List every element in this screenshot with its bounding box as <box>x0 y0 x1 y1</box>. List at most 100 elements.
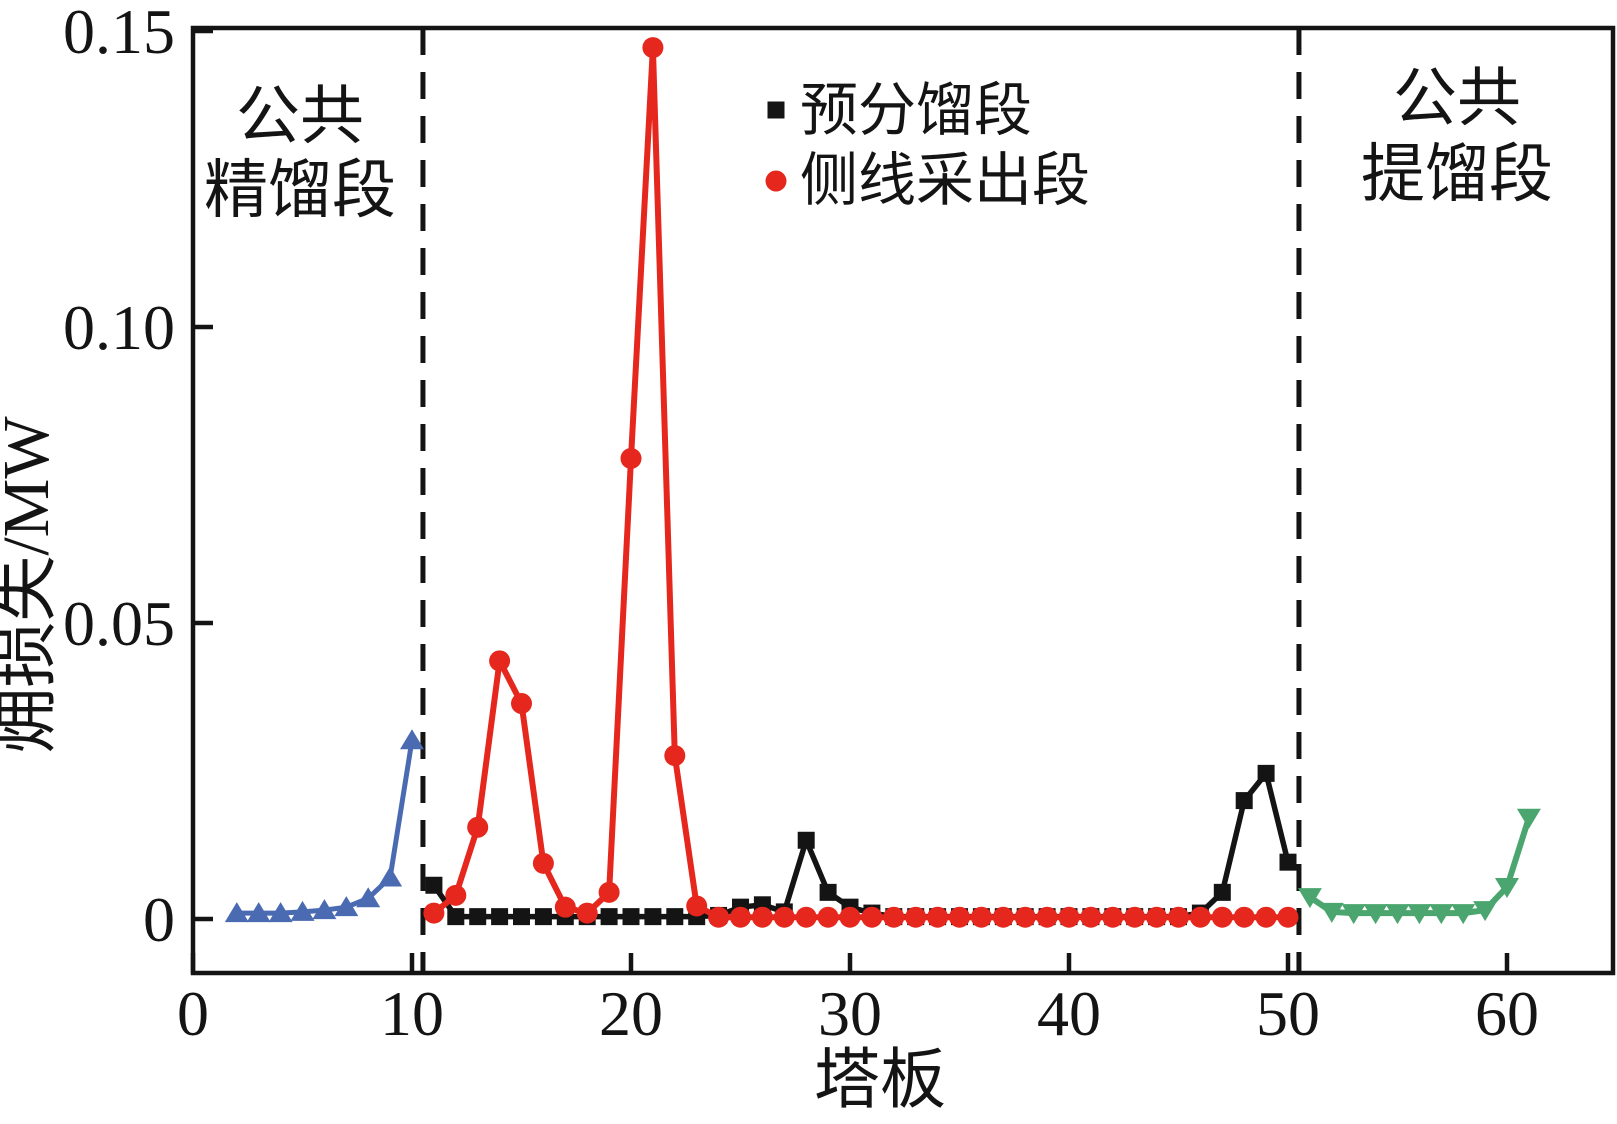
x-tick-label: 40 <box>1037 978 1101 1049</box>
marker-circle <box>620 447 642 469</box>
y-tick-label: 0.10 <box>63 292 175 363</box>
marker-square <box>447 908 465 926</box>
marker-circle <box>708 906 730 928</box>
marker-square <box>491 908 509 926</box>
x-tick-label: 10 <box>380 978 444 1049</box>
marker-square <box>644 908 662 926</box>
x-tick-label: 50 <box>1256 978 1320 1049</box>
marker-circle <box>576 902 598 924</box>
marker-circle <box>765 170 787 192</box>
region-label-left-line1: 公共 <box>236 81 364 152</box>
marker-circle <box>1146 906 1168 928</box>
x-tick-label: 20 <box>599 978 663 1049</box>
marker-triangle-up <box>378 866 403 887</box>
marker-circle <box>1014 906 1036 928</box>
marker-circle <box>664 745 686 767</box>
marker-circle <box>467 816 489 838</box>
marker-square <box>534 908 552 926</box>
marker-circle <box>1168 906 1189 928</box>
marker-triangle-down <box>1363 904 1388 925</box>
marker-circle <box>795 906 817 928</box>
region-label-right: 公共 提馏段 <box>1361 63 1553 210</box>
region-label-right-line1: 公共 <box>1393 63 1521 134</box>
marker-circle <box>598 881 620 903</box>
marker-triangle-down <box>1385 904 1410 925</box>
marker-square <box>666 908 684 926</box>
y-tick-label: 0 <box>143 884 175 955</box>
marker-triangle-down <box>1297 888 1322 909</box>
marker-triangle-down <box>1429 904 1454 925</box>
x-axis-title: 塔板 <box>814 1044 946 1117</box>
marker-triangle-up <box>312 899 337 920</box>
marker-square <box>767 101 785 119</box>
marker-square <box>513 908 530 926</box>
legend: 预分馏段 侧线采出段 <box>765 78 1090 213</box>
marker-square <box>425 876 443 894</box>
marker-circle <box>992 906 1014 928</box>
series-triangle-up <box>224 729 424 923</box>
marker-circle <box>489 650 511 672</box>
marker-square <box>1279 853 1297 871</box>
marker-triangle-up <box>246 902 271 923</box>
marker-circle <box>817 906 839 928</box>
marker-triangle-up <box>400 729 424 750</box>
marker-circle <box>1058 906 1080 928</box>
legend-markers <box>765 101 787 192</box>
marker-circle <box>905 906 927 928</box>
marker-circle <box>751 906 773 928</box>
legend-label-sidedraw: 侧线采出段 <box>800 148 1090 213</box>
series-circle <box>423 37 1299 928</box>
marker-circle <box>1124 906 1146 928</box>
marker-circle <box>1255 906 1277 928</box>
x-tick-label: 0 <box>177 978 209 1049</box>
marker-triangle-up <box>356 887 381 908</box>
region-label-left: 公共 精馏段 <box>204 81 396 226</box>
marker-circle <box>861 906 883 928</box>
marker-triangle-down <box>1473 901 1498 922</box>
marker-square <box>1257 764 1275 782</box>
marker-circle <box>927 906 949 928</box>
marker-circle <box>1277 906 1299 928</box>
x-tick-label: 60 <box>1475 978 1539 1049</box>
marker-circle <box>554 896 576 918</box>
marker-triangle-up <box>290 900 315 921</box>
marker-circle <box>730 906 751 928</box>
marker-circle <box>445 884 467 906</box>
y-axis-title: 㶲损失/MW <box>0 416 63 754</box>
marker-triangle-down <box>1341 904 1366 925</box>
marker-triangle-up <box>334 896 359 917</box>
marker-circle <box>1233 906 1255 928</box>
marker-square <box>797 831 815 849</box>
marker-circle <box>642 37 664 59</box>
marker-circle <box>883 906 905 928</box>
marker-triangle-down <box>1407 904 1432 925</box>
marker-circle <box>1189 906 1211 928</box>
marker-triangle-up <box>268 902 293 923</box>
legend-label-prefractionation: 预分馏段 <box>800 78 1032 143</box>
marker-square <box>600 908 618 926</box>
series-triangle-down <box>1297 808 1541 925</box>
series-square <box>425 764 1297 926</box>
region-label-left-line2: 精馏段 <box>204 155 396 226</box>
plot-frame <box>190 25 1616 976</box>
marker-circle <box>1102 906 1124 928</box>
marker-circle <box>686 895 708 917</box>
marker-circle <box>1211 906 1233 928</box>
plot-area: 0 0.05 0.10 0.15 0 10 20 30 40 50 60 <box>63 0 1616 1049</box>
marker-triangle-down <box>1319 902 1344 923</box>
marker-square <box>1235 792 1253 810</box>
marker-circle <box>1036 906 1058 928</box>
marker-circle <box>1080 906 1102 928</box>
marker-circle <box>970 906 992 928</box>
series-line <box>1308 816 1532 917</box>
marker-circle <box>511 693 532 715</box>
marker-circle <box>773 906 795 928</box>
marker-square <box>819 883 837 901</box>
y-tick-label: 0.15 <box>63 0 175 67</box>
marker-circle <box>532 852 554 874</box>
marker-square <box>1213 883 1231 901</box>
marker-circle <box>423 902 445 924</box>
marker-circle <box>839 906 861 928</box>
